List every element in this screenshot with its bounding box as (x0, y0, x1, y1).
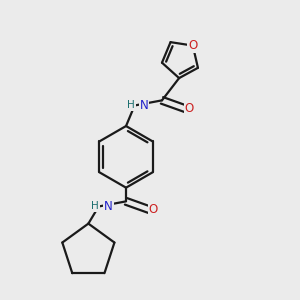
Text: H: H (91, 201, 99, 211)
Text: N: N (140, 99, 148, 112)
Text: O: O (149, 203, 158, 216)
Text: O: O (188, 39, 197, 52)
Text: N: N (104, 200, 112, 213)
Text: H: H (127, 100, 135, 110)
Text: O: O (185, 102, 194, 116)
